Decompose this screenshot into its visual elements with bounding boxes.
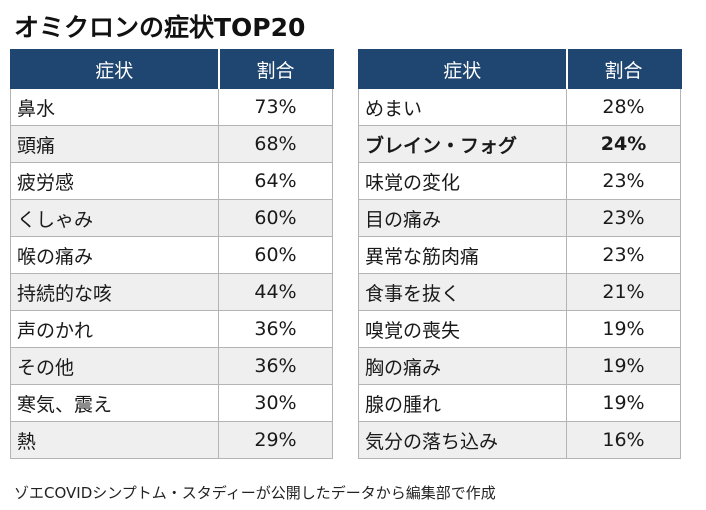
- table-row: 腺の腫れ 19%: [358, 384, 681, 422]
- symptom-table-left: 症状 割合 鼻水 73% 頭痛 68% 疲労感 64% くしゃみ 60% 喉の痛み 60%…: [10, 49, 334, 459]
- symptom-name: 持続的な咳: [10, 273, 219, 311]
- symptom-ratio: 19%: [566, 384, 681, 422]
- table-row: 気分の落ち込み 16%: [358, 421, 681, 459]
- table-row: 声のかれ 36%: [10, 310, 333, 348]
- symptom-name: 鼻水: [10, 88, 219, 126]
- symptom-name: その他: [10, 347, 219, 385]
- symptom-ratio: 68%: [218, 125, 333, 163]
- symptom-name: 目の痛み: [358, 199, 567, 237]
- table-row: その他 36%: [10, 347, 333, 385]
- symptom-ratio: 36%: [218, 347, 333, 385]
- page-title: オミクロンの症状TOP20: [14, 13, 306, 42]
- table-row: 熱 29%: [10, 421, 333, 459]
- table-row: 持続的な咳 44%: [10, 273, 333, 311]
- symptom-ratio: 36%: [218, 310, 333, 348]
- symptom-ratio: 29%: [218, 421, 333, 459]
- symptom-ratio: 16%: [566, 421, 681, 459]
- symptom-name: 食事を抜く: [358, 273, 567, 311]
- symptom-name: めまい: [358, 88, 567, 126]
- symptom-name: 胸の痛み: [358, 347, 567, 385]
- table-row: 頭痛 68%: [10, 125, 333, 163]
- table-row-highlighted: ブレイン・フォグ 24%: [358, 125, 681, 163]
- symptom-ratio: 19%: [566, 347, 681, 385]
- table-row: 目の痛み 23%: [358, 199, 681, 237]
- symptom-name: くしゃみ: [10, 199, 219, 237]
- table-row: 寒気、震え 30%: [10, 384, 333, 422]
- table-row: 喉の痛み 60%: [10, 236, 333, 274]
- symptom-name: 寒気、震え: [10, 384, 219, 422]
- symptom-name: 頭痛: [10, 125, 219, 163]
- table-row: 嗅覚の喪失 19%: [358, 310, 681, 348]
- table-row: 疲労感 64%: [10, 162, 333, 200]
- symptom-ratio: 44%: [218, 273, 333, 311]
- table-row: 胸の痛み 19%: [358, 347, 681, 385]
- symptom-name: 熱: [10, 421, 219, 459]
- table-row: めまい 28%: [358, 88, 681, 126]
- symptom-ratio: 60%: [218, 236, 333, 274]
- symptom-name: 気分の落ち込み: [358, 421, 567, 459]
- symptom-ratio: 24%: [566, 125, 681, 163]
- symptom-ratio: 73%: [218, 88, 333, 126]
- symptom-name: 嗅覚の喪失: [358, 310, 567, 348]
- table-row: 味覚の変化 23%: [358, 162, 681, 200]
- source-note: ゾエCOVIDシンプトム・スタディーが公開したデータから編集部で作成: [14, 484, 496, 502]
- symptom-name: ブレイン・フォグ: [358, 125, 567, 163]
- symptom-name: 疲労感: [10, 162, 219, 200]
- symptom-ratio: 23%: [566, 162, 681, 200]
- symptom-ratio: 23%: [566, 236, 681, 274]
- table-row: 鼻水 73%: [10, 88, 333, 126]
- symptom-ratio: 64%: [218, 162, 333, 200]
- symptom-ratio: 23%: [566, 199, 681, 237]
- symptom-ratio: 30%: [218, 384, 333, 422]
- header-ratio: 割合: [566, 49, 682, 89]
- symptom-table-right: 症状 割合 めまい 28% ブレイン・フォグ 24% 味覚の変化 23% 目の痛み 23…: [358, 49, 682, 459]
- symptom-name: 味覚の変化: [358, 162, 567, 200]
- header-ratio: 割合: [218, 49, 334, 89]
- header-symptom: 症状: [358, 49, 568, 89]
- table-row: 異常な筋肉痛 23%: [358, 236, 681, 274]
- symptom-name: 声のかれ: [10, 310, 219, 348]
- table-row: 食事を抜く 21%: [358, 273, 681, 311]
- table-row: くしゃみ 60%: [10, 199, 333, 237]
- symptom-ratio: 60%: [218, 199, 333, 237]
- symptom-name: 腺の腫れ: [358, 384, 567, 422]
- symptom-ratio: 28%: [566, 88, 681, 126]
- table-header-row: 症状 割合: [10, 49, 334, 89]
- header-symptom: 症状: [10, 49, 220, 89]
- table-header-row: 症状 割合: [358, 49, 682, 89]
- symptom-ratio: 19%: [566, 310, 681, 348]
- symptom-name: 喉の痛み: [10, 236, 219, 274]
- symptom-ratio: 21%: [566, 273, 681, 311]
- symptom-name: 異常な筋肉痛: [358, 236, 567, 274]
